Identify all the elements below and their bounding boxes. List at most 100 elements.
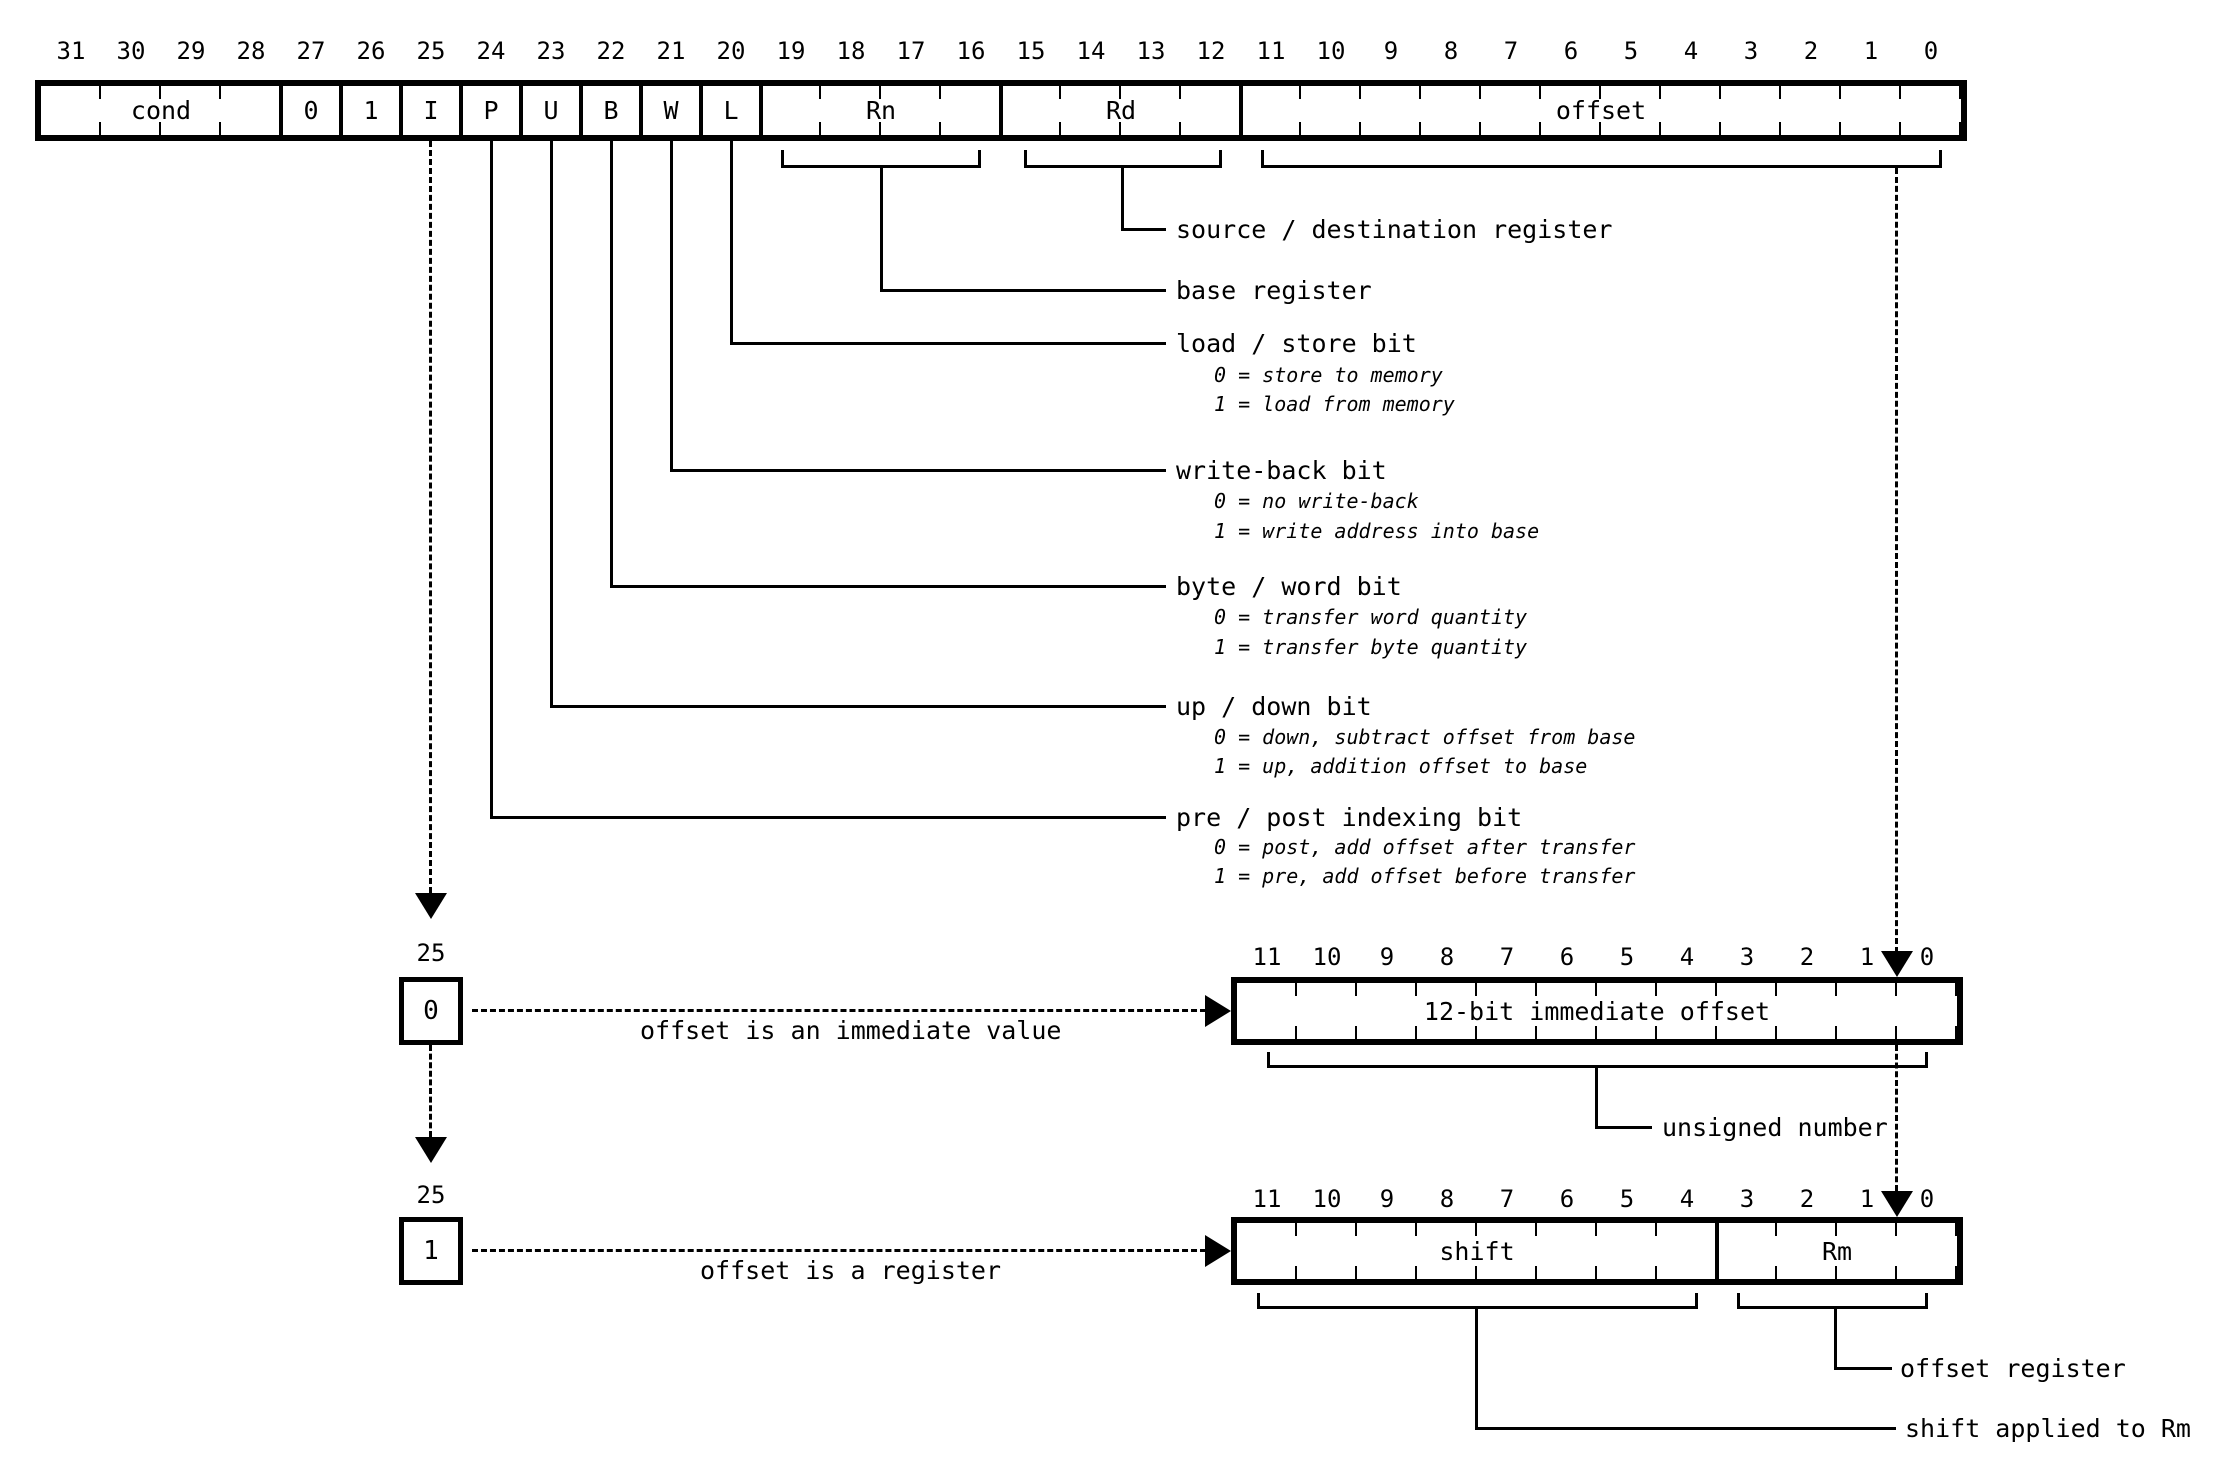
bit-number: 3 xyxy=(1739,943,1755,971)
immediate-offset-field: 12-bit immediate offset xyxy=(1423,996,1771,1026)
bit-number: 20 xyxy=(716,37,746,65)
rd-bracket xyxy=(1024,150,1222,168)
bit-number: 0 xyxy=(1919,943,1935,971)
arrow-right-icon xyxy=(1205,995,1231,1027)
field-separator xyxy=(759,86,763,135)
unsigned-number-connector xyxy=(1595,1066,1652,1129)
field-i-bit: I xyxy=(423,96,439,125)
bit-ticks-bottom xyxy=(1237,1266,1957,1279)
bit-number: 9 xyxy=(1379,943,1395,971)
rn-bracket xyxy=(781,150,981,168)
l-bit-one-meaning: 1 = load from memory xyxy=(1214,392,1455,416)
w-bit-one-meaning: 1 = write address into base xyxy=(1214,519,1540,543)
field-cond: cond xyxy=(130,96,192,125)
bit-number: 26 xyxy=(356,37,386,65)
bit-number: 6 xyxy=(1563,37,1579,65)
bit-number: 5 xyxy=(1619,943,1635,971)
field-separator xyxy=(399,86,403,135)
rn-connector xyxy=(880,168,1166,292)
bit-number: 27 xyxy=(296,37,326,65)
bit-number: 19 xyxy=(776,37,806,65)
bit-number: 8 xyxy=(1439,1185,1455,1213)
field-l-bit: L xyxy=(723,96,739,125)
bit-number: 29 xyxy=(176,37,206,65)
bit-number: 23 xyxy=(536,37,566,65)
register-dashed-arrow-line xyxy=(472,1249,1206,1252)
bit-number: 4 xyxy=(1683,37,1699,65)
unsigned-number-label: unsigned number xyxy=(1662,1113,1888,1142)
i-bit-dashed-line-2 xyxy=(429,1045,432,1137)
bit-number: 30 xyxy=(116,37,146,65)
bit-number: 0 xyxy=(1919,1185,1935,1213)
shift-applied-label: shift applied to Rm xyxy=(1905,1414,2191,1443)
rd-annotation: source / destination register xyxy=(1176,215,1613,244)
u-bit-connector xyxy=(550,141,1166,708)
b-bit-connector xyxy=(610,141,1166,588)
shift-connector xyxy=(1475,1307,1896,1430)
bit-number: 1 xyxy=(1859,943,1875,971)
bit-number: 0 xyxy=(1923,37,1939,65)
i-bit-value-1-box: 1 xyxy=(399,1217,463,1285)
bit-number: 18 xyxy=(836,37,866,65)
field-separator xyxy=(1239,86,1243,135)
bit-number: 10 xyxy=(1312,1185,1342,1213)
offset-bracket xyxy=(1261,150,1942,168)
bit-number: 7 xyxy=(1503,37,1519,65)
register-bit25-label: 25 xyxy=(416,1181,446,1209)
bit-number: 10 xyxy=(1316,37,1346,65)
field-w-bit: W xyxy=(663,96,679,125)
field-b-bit: B xyxy=(603,96,619,125)
arrow-down-icon xyxy=(415,893,447,919)
field-separator xyxy=(639,86,643,135)
main-bit-number-row: 31 30 29 28 27 26 25 24 23 22 21 20 19 1… xyxy=(41,36,1961,66)
w-bit-annotation: write-back bit xyxy=(1176,456,1387,485)
p-bit-connector xyxy=(490,141,1166,819)
arrow-down-icon xyxy=(1881,951,1913,977)
bit-ticks-top xyxy=(1237,1223,1957,1236)
register-bit-number-row: 11 10 9 8 7 6 5 4 3 2 1 0 xyxy=(1237,1184,1957,1214)
i-bit-dashed-line xyxy=(429,141,432,893)
bit-number: 7 xyxy=(1499,1185,1515,1213)
offset-dashed-line xyxy=(1895,168,1898,953)
field-separator xyxy=(459,86,463,135)
u-bit-zero-meaning: 0 = down, subtract offset from base xyxy=(1214,725,1636,749)
l-bit-connector xyxy=(730,141,1166,345)
field-separator xyxy=(339,86,343,135)
p-bit-one-meaning: 1 = pre, add offset before transfer xyxy=(1214,864,1636,888)
immediate-bit25-label: 25 xyxy=(416,939,446,967)
bit-number: 5 xyxy=(1623,37,1639,65)
bit-number: 10 xyxy=(1312,943,1342,971)
field-p-bit: P xyxy=(483,96,499,125)
bit-ticks-top xyxy=(1237,983,1957,996)
offset-register-label: offset register xyxy=(1900,1354,2126,1383)
p-bit-zero-meaning: 0 = post, add offset after transfer xyxy=(1214,835,1636,859)
bit-number: 3 xyxy=(1739,1185,1755,1213)
bit-number: 24 xyxy=(476,37,506,65)
immediate-arrow-label: offset is an immediate value xyxy=(640,1016,1062,1045)
bit-number: 11 xyxy=(1256,37,1286,65)
bit-number: 25 xyxy=(416,37,446,65)
field-separator xyxy=(699,86,703,135)
bit-number: 2 xyxy=(1799,1185,1815,1213)
immediate-dashed-arrow-line xyxy=(472,1009,1206,1012)
u-bit-annotation: up / down bit xyxy=(1176,692,1372,721)
rm-connector xyxy=(1834,1307,1892,1370)
bit-number: 11 xyxy=(1252,1185,1282,1213)
bit-number: 3 xyxy=(1743,37,1759,65)
p-bit-annotation: pre / post indexing bit xyxy=(1176,803,1523,832)
l-bit-annotation: load / store bit xyxy=(1176,329,1417,358)
w-bit-connector xyxy=(670,141,1166,472)
bit-number: 1 xyxy=(1863,37,1879,65)
bit-number: 8 xyxy=(1439,943,1455,971)
bit-number: 11 xyxy=(1252,943,1282,971)
field-bit27: 0 xyxy=(303,96,319,125)
shift-field: shift xyxy=(1439,1236,1515,1266)
bit-number: 16 xyxy=(956,37,986,65)
bit-number: 14 xyxy=(1076,37,1106,65)
field-u-bit: U xyxy=(543,96,559,125)
bit-number: 22 xyxy=(596,37,626,65)
l-bit-zero-meaning: 0 = store to memory xyxy=(1214,363,1443,387)
u-bit-one-meaning: 1 = up, addition offset to base xyxy=(1214,754,1588,778)
field-rn: Rn xyxy=(865,96,897,125)
